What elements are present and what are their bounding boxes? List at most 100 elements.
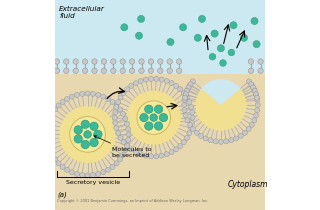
Circle shape [64, 68, 69, 74]
Circle shape [187, 100, 192, 105]
Circle shape [125, 143, 130, 148]
Circle shape [123, 148, 128, 153]
Circle shape [73, 59, 78, 64]
Circle shape [74, 126, 83, 134]
Circle shape [248, 68, 254, 74]
Text: (a): (a) [57, 191, 67, 197]
Polygon shape [59, 106, 116, 163]
Circle shape [101, 94, 106, 99]
Circle shape [69, 94, 74, 99]
Circle shape [180, 24, 187, 31]
Circle shape [258, 59, 263, 64]
Circle shape [246, 79, 252, 84]
Circle shape [154, 105, 163, 113]
Circle shape [135, 32, 143, 39]
Circle shape [198, 15, 205, 22]
Circle shape [110, 164, 115, 169]
Circle shape [114, 161, 119, 166]
FancyBboxPatch shape [55, 0, 265, 74]
Circle shape [56, 161, 61, 166]
Circle shape [120, 68, 125, 74]
Circle shape [45, 142, 51, 147]
Circle shape [82, 59, 88, 64]
Circle shape [188, 126, 194, 131]
Circle shape [44, 127, 50, 132]
Circle shape [187, 131, 192, 136]
Circle shape [139, 59, 144, 64]
Circle shape [126, 127, 131, 132]
Circle shape [94, 130, 102, 139]
Circle shape [164, 152, 169, 157]
Circle shape [101, 170, 106, 175]
Circle shape [176, 68, 182, 74]
Text: Cytoplasm: Cytoplasm [227, 180, 268, 189]
Circle shape [213, 139, 218, 144]
Circle shape [182, 108, 187, 113]
Circle shape [167, 38, 174, 46]
Circle shape [194, 130, 199, 135]
Circle shape [85, 91, 90, 96]
Circle shape [138, 15, 145, 22]
Circle shape [138, 79, 143, 84]
Circle shape [137, 101, 171, 134]
Circle shape [106, 96, 110, 101]
Circle shape [157, 68, 163, 74]
Circle shape [65, 167, 69, 172]
Circle shape [159, 153, 164, 158]
Circle shape [118, 95, 123, 100]
Circle shape [143, 77, 148, 82]
Circle shape [70, 117, 105, 152]
Circle shape [81, 120, 90, 129]
Circle shape [255, 97, 260, 102]
Circle shape [220, 60, 226, 66]
Circle shape [150, 114, 157, 121]
Circle shape [255, 102, 260, 108]
Circle shape [169, 81, 174, 86]
Circle shape [178, 143, 183, 148]
Circle shape [154, 154, 159, 159]
Circle shape [56, 103, 61, 108]
Circle shape [129, 59, 135, 64]
Circle shape [96, 171, 101, 176]
Circle shape [129, 83, 134, 88]
Circle shape [184, 95, 189, 100]
Circle shape [80, 91, 85, 96]
Circle shape [254, 95, 260, 100]
Circle shape [178, 87, 183, 92]
Circle shape [90, 138, 98, 147]
Circle shape [190, 115, 195, 120]
Circle shape [240, 34, 248, 41]
Circle shape [252, 88, 257, 93]
Circle shape [188, 83, 193, 88]
Circle shape [44, 132, 49, 137]
Circle shape [238, 133, 243, 138]
Circle shape [194, 34, 201, 41]
Polygon shape [126, 90, 181, 145]
Circle shape [148, 154, 154, 159]
Circle shape [116, 131, 121, 136]
Circle shape [229, 138, 234, 143]
Circle shape [148, 68, 154, 74]
Circle shape [208, 138, 213, 143]
Circle shape [124, 142, 130, 147]
Circle shape [121, 152, 125, 158]
Circle shape [159, 113, 168, 122]
Circle shape [217, 45, 224, 52]
Circle shape [92, 59, 97, 64]
Circle shape [133, 81, 138, 86]
Circle shape [60, 99, 65, 104]
Circle shape [114, 105, 119, 110]
Circle shape [111, 68, 116, 74]
Circle shape [190, 79, 195, 84]
Circle shape [185, 118, 190, 123]
Circle shape [60, 164, 65, 169]
FancyBboxPatch shape [55, 74, 265, 210]
Circle shape [114, 126, 119, 131]
Circle shape [211, 30, 218, 37]
Circle shape [126, 132, 131, 137]
Circle shape [253, 41, 260, 48]
Circle shape [243, 130, 247, 135]
Circle shape [183, 92, 188, 97]
Circle shape [176, 59, 182, 64]
Circle shape [121, 112, 125, 117]
